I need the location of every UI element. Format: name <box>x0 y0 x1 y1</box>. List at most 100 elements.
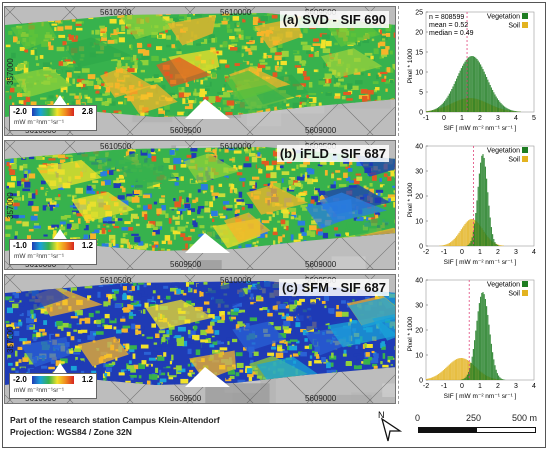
hist-legend-soil: Soil <box>508 157 520 164</box>
map-bottom-tick: 5609500 <box>170 394 202 403</box>
hist-xtick: -1 <box>423 115 429 122</box>
legend-max: 1.2 <box>81 241 93 250</box>
hist-xlabel: SIF [ mW m⁻² nm⁻¹ sr⁻¹ ] <box>444 393 517 400</box>
hist-xtick: 1 <box>478 383 482 390</box>
map-top-tick: 5610500 <box>100 276 132 285</box>
hist-xtick: -1 <box>441 249 447 256</box>
hist-ytick: 30 <box>415 303 423 310</box>
hist-ytick: 0 <box>419 244 423 251</box>
hist-xtick: 4 <box>532 249 536 256</box>
hist-ytick: 20 <box>415 30 423 37</box>
hist-xtick: 3 <box>514 383 518 390</box>
hist-xtick: 4 <box>514 115 518 122</box>
legend-gradient <box>32 376 74 384</box>
sif-histogram: 0 10 20 30 40 -2 -1 0 1 2 3 4 Pixel * 1000 SIF [ mW m… <box>402 274 542 404</box>
sif-map: 5610500561000056095005610000560950056090… <box>4 6 396 136</box>
hist-legend-vegetation: Vegetation <box>487 14 520 21</box>
panel-row: 5610500561000056095005610000560950056090… <box>4 140 546 272</box>
panel-row: 5610500561000056095005610000560950056090… <box>4 6 546 138</box>
scale-label-500: 500 m <box>512 413 538 423</box>
map-top-tick: 5610000 <box>220 276 252 285</box>
hist-ytick: 0 <box>419 110 423 117</box>
hist-ytick: 0 <box>419 378 423 385</box>
hist-ytick: 10 <box>415 219 423 226</box>
hist-ytick: 25 <box>415 10 423 17</box>
map-bottom-tick: 5609500 <box>170 126 202 135</box>
map-canvas <box>5 141 395 269</box>
hist-xtick: -2 <box>423 383 429 390</box>
figure-footer: Part of the research station Campus Klei… <box>6 405 538 445</box>
hist-stat: n = 808599 <box>429 14 464 21</box>
hist-ytick: 20 <box>415 328 423 335</box>
legend-max: 2.8 <box>81 107 93 116</box>
scale-label-250: 250 <box>466 413 482 423</box>
sif-histogram: 0 10 20 30 40 -2 -1 0 1 2 3 4 Pixel * 1000 SIF [ mW m… <box>402 140 542 270</box>
sif-map: 5610500561000056095005610000560950056090… <box>4 274 396 404</box>
panel-divider <box>398 140 399 270</box>
sif-map: 5610500561000056095005610000560950056090… <box>4 140 396 270</box>
hist-ytick: 40 <box>415 144 423 151</box>
hist-xtick: 0 <box>442 115 446 122</box>
hist-xtick: 0 <box>460 249 464 256</box>
hist-xtick: -1 <box>441 383 447 390</box>
map-top-tick: 5610500 <box>100 142 132 151</box>
scale-bar <box>418 427 536 433</box>
map-bottom-tick: 5609500 <box>170 260 202 269</box>
legend-unit: mW m⁻²nm⁻¹sr⁻¹ <box>14 253 65 260</box>
legend-unit: mW m⁻²nm⁻¹sr⁻¹ <box>14 119 65 126</box>
legend-gradient <box>32 242 74 250</box>
hist-xtick: 4 <box>532 383 536 390</box>
hist-ytick: 40 <box>415 278 423 285</box>
hist-xtick: 5 <box>532 115 536 122</box>
histogram-canvas: 0 10 20 30 40 -2 -1 0 1 2 3 4 Pixel * 1000 SIF [ mW m… <box>407 144 536 267</box>
hist-legend-vegetation: Vegetation <box>487 148 520 155</box>
north-arrow-icon: N <box>378 410 403 442</box>
map-top-tick: 5610000 <box>220 8 252 17</box>
hist-ylabel: Pixel * 1000 <box>407 48 414 83</box>
hist-xlabel: SIF [ mW m⁻² nm⁻¹ sr⁻¹ ] <box>444 259 517 266</box>
legend-min: -1.0 <box>13 241 27 250</box>
hist-xtick: 3 <box>496 115 500 122</box>
map-top-tick: 5610500 <box>100 8 132 17</box>
legend-gradient <box>32 108 74 116</box>
hist-xtick: 2 <box>496 249 500 256</box>
hist-xlabel: SIF [ mW m⁻² nm⁻¹ sr⁻¹ ] <box>444 125 517 132</box>
histogram-canvas: 0 10 20 30 40 -2 -1 0 1 2 3 4 Pixel * 1000 SIF [ mW m… <box>407 278 536 401</box>
map-left-tick: 357000 <box>6 58 15 85</box>
color-legend: -1.0 1.2 mW m⁻²nm⁻¹sr⁻¹ <box>9 239 97 265</box>
color-legend: -2.0 1.2 mW m⁻²nm⁻¹sr⁻¹ <box>9 373 97 399</box>
color-legend: -2.0 2.8 mW m⁻²nm⁻¹sr⁻¹ <box>9 105 97 131</box>
scale-label-0: 0 <box>415 413 421 423</box>
map-bottom-tick: 5609000 <box>305 394 337 403</box>
north-label: N <box>378 410 385 420</box>
hist-ylabel: Pixel * 1000 <box>407 182 414 217</box>
figure-frame <box>2 2 546 448</box>
hist-legend-soil: Soil <box>508 23 520 30</box>
hist-xtick: 1 <box>460 115 464 122</box>
hist-xtick: 2 <box>478 115 482 122</box>
footer-projection-text: Projection: WGS84 / Zone 32N <box>10 427 132 437</box>
map-bottom-tick: 5609000 <box>305 126 337 135</box>
panel-title: (a) SVD - SIF 690 <box>279 11 389 28</box>
hist-ytick: 10 <box>415 70 423 77</box>
hist-ytick: 5 <box>419 90 423 97</box>
hist-ytick: 10 <box>415 353 423 360</box>
panel-row: 5610500561000056095005610000560950056090… <box>4 274 546 406</box>
hist-stat: median = 0.49 <box>429 30 474 37</box>
hist-stat: mean = 0.52 <box>429 22 468 29</box>
map-left-tick: 357000 <box>6 326 15 353</box>
panel-divider <box>398 274 399 404</box>
hist-ytick: 20 <box>415 194 423 201</box>
hist-xtick: 0 <box>460 383 464 390</box>
map-left-tick: 357000 <box>6 192 15 219</box>
legend-min: -2.0 <box>13 375 27 384</box>
hist-xtick: 3 <box>514 249 518 256</box>
hist-legend-soil: Soil <box>508 291 520 298</box>
hist-xtick: 2 <box>496 383 500 390</box>
map-bottom-tick: 5609000 <box>305 260 337 269</box>
panel-divider <box>398 6 399 136</box>
legend-min: -2.0 <box>13 107 27 116</box>
sif-strip <box>5 13 395 117</box>
panel-title: (c) SFM - SIF 687 <box>278 279 389 296</box>
